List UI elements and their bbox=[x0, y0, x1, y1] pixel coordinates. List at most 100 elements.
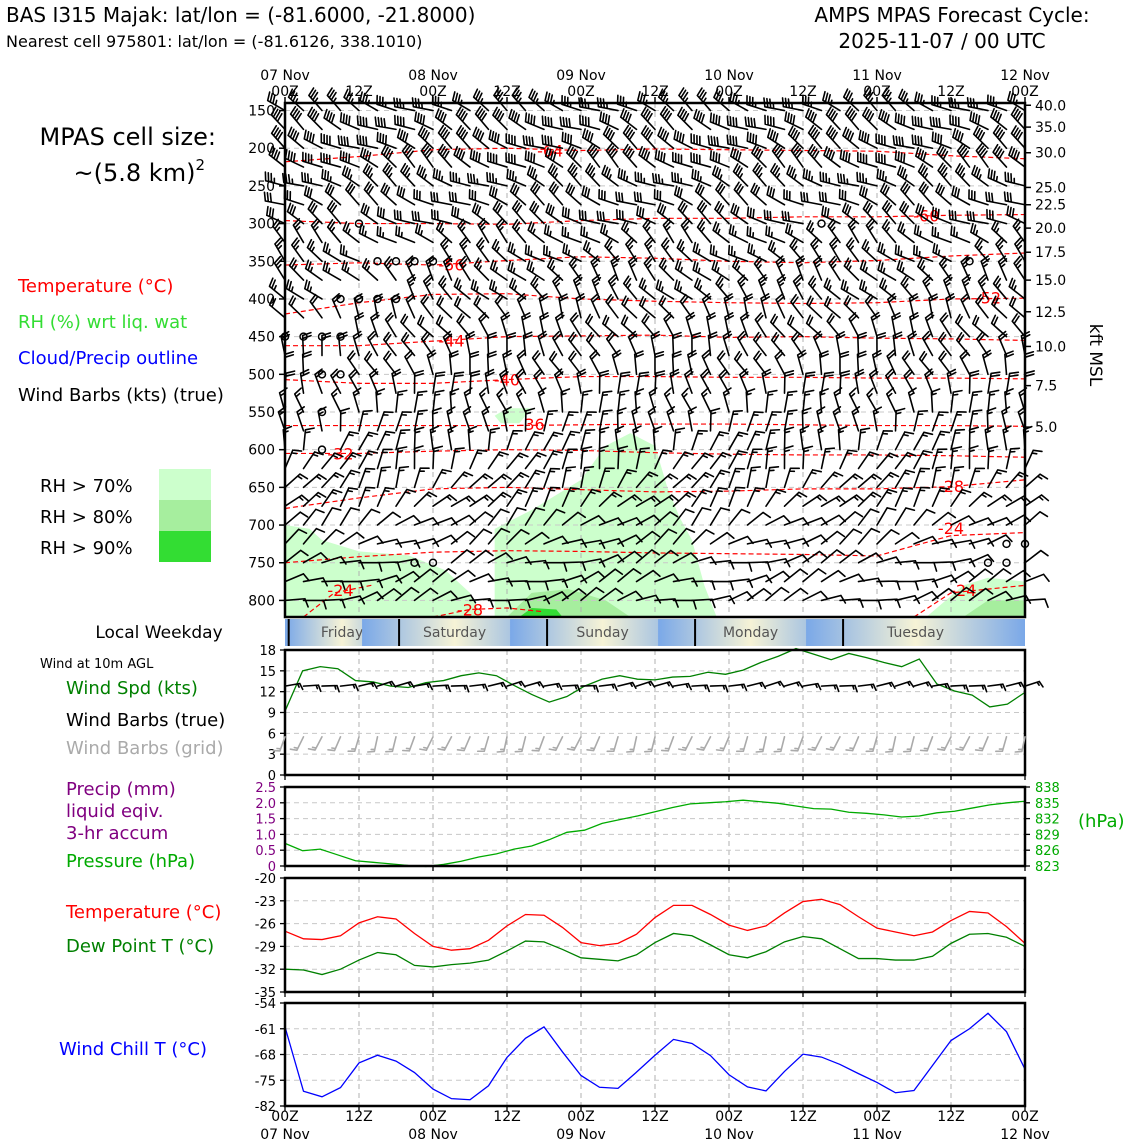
upper-wind-barb bbox=[763, 97, 786, 112]
upper-wind-barb bbox=[450, 371, 465, 394]
bottom-hour-label: 00Z bbox=[419, 1109, 446, 1125]
surface-barb-true bbox=[820, 684, 840, 693]
calm-wind-circle bbox=[428, 257, 438, 266]
upper-wind-barb bbox=[358, 467, 376, 489]
upper-wind-barb bbox=[358, 561, 383, 572]
precip-label: Precip (mm) bbox=[66, 779, 176, 800]
surface-barb-grid bbox=[347, 736, 360, 753]
upper-wind-barb bbox=[1006, 205, 1026, 225]
upper-wind-barb bbox=[847, 217, 860, 244]
bottom-date-label: 11 Nov bbox=[852, 1127, 902, 1140]
upper-wind-barb bbox=[358, 450, 379, 470]
upper-wind-barb bbox=[413, 587, 439, 602]
upper-wind-barb bbox=[309, 293, 323, 319]
temperature-contour-label: -24 bbox=[938, 519, 964, 538]
upper-wind-barb bbox=[442, 330, 453, 357]
upper-wind-barb bbox=[356, 115, 379, 131]
upper-wind-barb bbox=[694, 182, 712, 206]
upper-wind-barb bbox=[859, 279, 878, 300]
legend-rh90-label: RH > 90% bbox=[40, 538, 133, 559]
upper-wind-barb bbox=[672, 451, 694, 470]
upper-wind-barb bbox=[950, 466, 965, 489]
upper-wind-barb bbox=[508, 277, 527, 300]
p-temp-ytick-label: -35 bbox=[255, 986, 276, 1001]
upper-wind-barb bbox=[931, 561, 957, 571]
upper-wind-barb bbox=[835, 330, 846, 357]
upper-wind-barb bbox=[565, 182, 582, 206]
upper-wind-barb bbox=[783, 587, 809, 602]
upper-wind-barb bbox=[986, 208, 1008, 225]
temp-label: Temperature (°C) bbox=[65, 902, 221, 923]
upper-wind-barb bbox=[284, 573, 310, 583]
upper-wind-barb bbox=[352, 330, 363, 357]
upper-wind-barb bbox=[363, 350, 379, 376]
upper-wind-barb bbox=[320, 152, 342, 168]
upper-wind-barb bbox=[766, 185, 786, 206]
upper-wind-barb bbox=[728, 561, 753, 572]
upper-wind-barb bbox=[691, 580, 716, 591]
upper-wind-barb bbox=[931, 587, 957, 602]
upper-wind-barb bbox=[728, 409, 744, 432]
upper-wind-barb bbox=[401, 143, 416, 168]
upper-wind-barb bbox=[841, 202, 860, 225]
surface-barb-true bbox=[395, 681, 415, 689]
upper-wind-barb bbox=[442, 255, 453, 281]
upper-wind-barb bbox=[669, 368, 680, 394]
upper-wind-barb bbox=[950, 411, 967, 432]
calm-wind-circle bbox=[817, 219, 826, 228]
upper-wind-barb bbox=[753, 350, 767, 376]
bottom-hour-label: 12Z bbox=[937, 1109, 964, 1125]
upper-wind-barb bbox=[836, 172, 860, 187]
upper-wind-barb bbox=[968, 587, 994, 602]
upper-wind-barb bbox=[856, 171, 878, 187]
upper-wind-barb bbox=[662, 217, 675, 244]
upper-wind-barb bbox=[691, 168, 712, 187]
upper-wind-barb bbox=[672, 527, 696, 545]
upper-wind-barb bbox=[302, 508, 325, 526]
upper-wind-barb bbox=[544, 147, 564, 168]
p-precip-ytick-label: 1.0 bbox=[255, 828, 276, 843]
upper-wind-barb bbox=[806, 220, 823, 244]
upper-wind-barb bbox=[692, 241, 712, 263]
upper-wind-barb bbox=[659, 105, 675, 131]
upper-wind-barb bbox=[448, 350, 459, 376]
upper-wind-barb bbox=[877, 241, 897, 263]
upper-wind-barb bbox=[728, 431, 749, 451]
upper-wind-barb bbox=[515, 368, 527, 394]
upper-wind-barb bbox=[845, 237, 860, 263]
upper-wind-barb bbox=[478, 312, 490, 338]
upper-wind-barb bbox=[707, 331, 718, 357]
upper-wind-barb bbox=[827, 218, 841, 244]
surface-barb-grid bbox=[272, 736, 286, 752]
upper-wind-barb bbox=[524, 431, 545, 451]
upper-wind-barb bbox=[857, 151, 878, 168]
upper-wind-barb bbox=[450, 569, 476, 583]
local-weekday-label: Local Weekday bbox=[95, 623, 222, 643]
upper-wind-barb bbox=[950, 557, 976, 568]
upper-wind-barb bbox=[322, 260, 342, 281]
upper-wind-barb bbox=[567, 162, 582, 187]
series-line-dew-point bbox=[284, 932, 1026, 976]
upper-wind-barb bbox=[469, 528, 493, 545]
upper-wind-barb bbox=[568, 350, 582, 376]
upper-wind-barb bbox=[580, 586, 605, 602]
upper-wind-barb bbox=[991, 295, 1008, 319]
upper-wind-barb bbox=[620, 220, 638, 244]
upper-wind-barb bbox=[554, 311, 565, 338]
upper-wind-barb bbox=[663, 312, 675, 338]
upper-wind-barb bbox=[1008, 277, 1026, 300]
calm-wind-circle bbox=[983, 558, 993, 567]
upper-wind-barb bbox=[929, 116, 952, 131]
upper-wind-barb bbox=[913, 410, 929, 432]
upper-wind-barb bbox=[330, 387, 342, 413]
surface-barb-true bbox=[635, 680, 656, 688]
upper-wind-barb bbox=[931, 448, 948, 470]
upper-wind-barb bbox=[955, 331, 971, 357]
upper-wind-barb bbox=[727, 244, 749, 263]
upper-wind-barb bbox=[358, 431, 379, 451]
kft-msl-axis-label: kft MSL bbox=[1085, 324, 1105, 387]
upper-wind-barb bbox=[784, 111, 804, 131]
upper-wind-barb bbox=[936, 144, 952, 168]
upper-wind-barb bbox=[358, 409, 373, 432]
upper-wind-barb bbox=[900, 181, 915, 206]
